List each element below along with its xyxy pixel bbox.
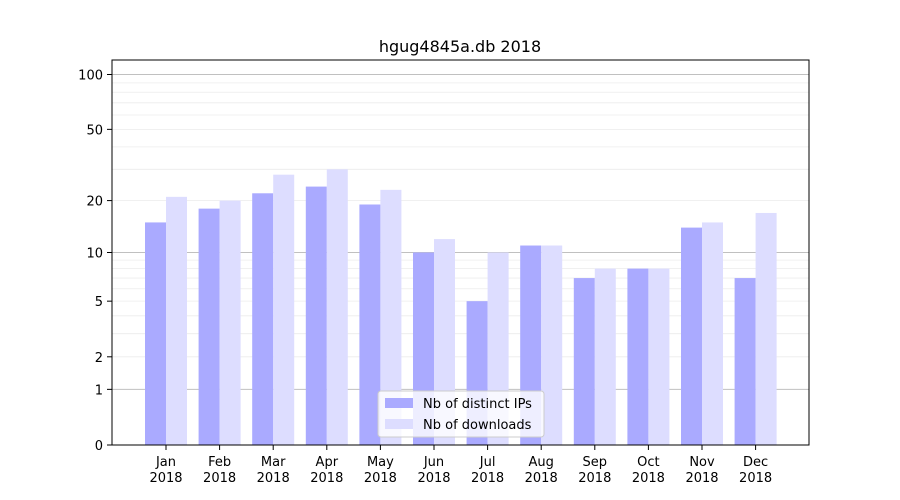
bar-downloads [648,268,670,445]
x-tick-label-month: Jan [155,455,176,470]
bar-downloads [380,189,402,445]
legend-label: Nb of downloads [423,418,532,433]
x-tick-label-month: Sep [583,455,608,470]
x-tick-label-year: 2018 [417,471,450,486]
bar-distinct-ips [198,208,220,445]
bar-distinct-ips [627,268,649,445]
bar-distinct-ips [305,186,327,445]
y-tick-label: 50 [86,123,103,138]
x-tick-label-year: 2018 [471,471,504,486]
x-tick-label-year: 2018 [632,471,665,486]
bar-downloads [166,196,187,445]
x-tick-label-month: Dec [743,455,768,470]
chart-title: hgug4845a.db 2018 [379,37,541,56]
bar-distinct-ips [359,204,381,445]
x-tick-label-year: 2018 [739,471,772,486]
legend-swatch [385,398,413,408]
y-tick-label: 2 [95,351,103,366]
x-tick-label-month: Apr [316,455,339,470]
bar-distinct-ips [734,278,756,445]
x-tick-label-year: 2018 [310,471,343,486]
bar-downloads [273,174,295,446]
legend-label: Nb of distinct IPs [423,397,532,412]
bar-distinct-ips [252,193,274,445]
bar-downloads [755,212,777,445]
x-tick-label-year: 2018 [149,471,182,486]
y-tick-label: 0 [95,439,103,454]
y-tick-label: 10 [86,247,103,262]
bar-distinct-ips [681,227,702,445]
x-axis: Jan2018Feb2018Mar2018Apr2018May2018Jun20… [149,445,772,486]
bar-downloads [326,169,348,445]
bar-downloads [702,222,723,445]
y-axis: 0 1 2 5 10 20 50 100 [78,69,112,454]
x-tick-label-year: 2018 [525,471,558,486]
x-tick-label-year: 2018 [685,471,718,486]
y-tick-label: 5 [95,295,103,310]
bar-downloads [594,268,616,445]
bar-distinct-ips [145,222,166,445]
legend: Nb of distinct IPs Nb of downloads [377,390,545,438]
x-tick-label-month: Nov [689,455,715,470]
x-tick-label-month: Mar [261,455,286,470]
x-tick-label-year: 2018 [257,471,290,486]
x-tick-label-month: Jun [423,455,444,470]
x-tick-label-year: 2018 [578,471,611,486]
y-tick-label: 1 [95,383,103,398]
x-tick-label-month: Jul [479,455,496,470]
bar-distinct-ips [573,278,595,445]
bar-downloads [219,200,241,445]
x-tick-label-year: 2018 [364,471,397,486]
x-tick-label-month: Oct [637,455,659,470]
y-tick-label: 20 [86,195,103,210]
y-tick-label: 100 [78,69,103,84]
x-tick-label-year: 2018 [203,471,236,486]
x-tick-label-month: Feb [208,455,231,470]
x-tick-label-month: Aug [529,455,554,470]
legend-box [377,390,545,438]
legend-swatch [385,419,413,429]
bar-downloads [541,245,563,445]
x-tick-label-month: May [367,455,394,470]
